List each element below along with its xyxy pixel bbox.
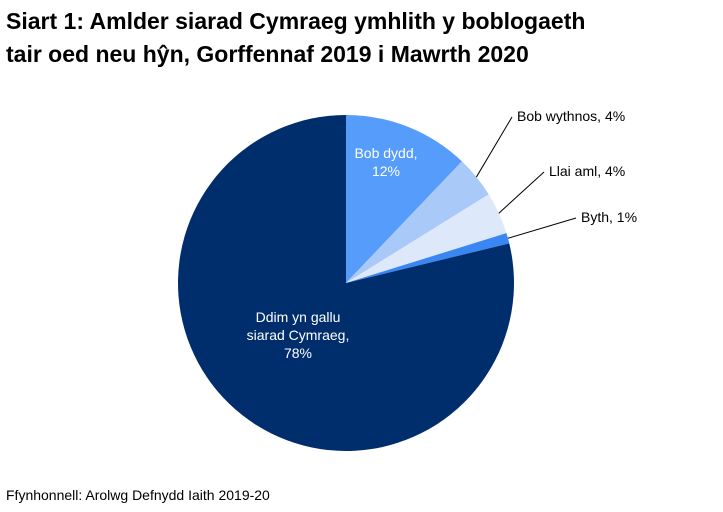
- data-label: Ddim yn gallu: [256, 309, 341, 325]
- chart-title: Siart 1: Amlder siarad Cymraeg ymhlith y…: [6, 8, 585, 34]
- leader-line: [475, 116, 513, 178]
- data-label: Byth, 1%: [581, 209, 637, 225]
- data-label: Bob wythnos, 4%: [517, 108, 625, 124]
- data-label: siarad Cymraeg,: [247, 327, 350, 343]
- data-label: 78%: [284, 345, 312, 361]
- pie: Bob dydd, 12% Bob wythnos, 4% Llai aml, 4% B…: [178, 108, 637, 451]
- pie-slice: [346, 161, 489, 283]
- pie-slice: [346, 115, 462, 283]
- source: Ffynhonnell: Arolwg Defnydd Iaith 2019-2…: [6, 487, 270, 503]
- data-label: Llai aml, 4%: [549, 163, 625, 179]
- chart-title: tair oed neu hŷn, Gorffennaf 2019 i Mawr…: [6, 41, 529, 67]
- data-label: Bob dydd,: [354, 145, 417, 161]
- leader-line: [507, 217, 577, 239]
- leader-line: [498, 171, 545, 214]
- pie-slice: [346, 194, 507, 283]
- data-label: 12%: [372, 163, 400, 179]
- pie-slice: [346, 233, 510, 283]
- pie-slice: [178, 115, 514, 451]
